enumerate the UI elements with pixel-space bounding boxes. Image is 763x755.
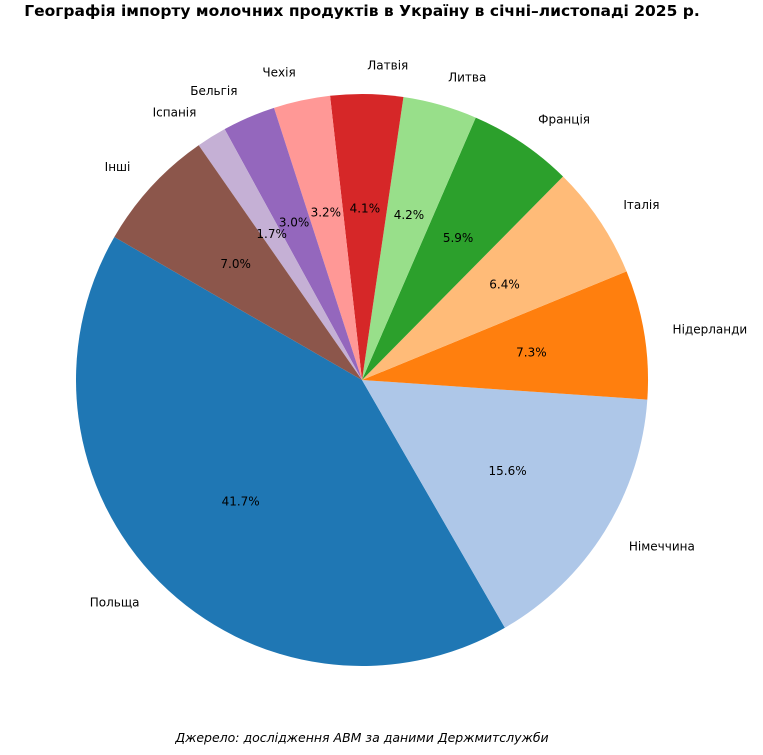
slice-percent-label: 4.1% xyxy=(350,201,381,215)
pie-slice xyxy=(198,129,362,380)
pie-slice xyxy=(362,380,648,628)
pie-slices xyxy=(76,94,649,666)
slice-percent-label: 5.9% xyxy=(443,231,474,245)
slice-percent-label: 6.4% xyxy=(489,277,520,291)
slice-label-іспанія: Іспанія xyxy=(153,106,197,120)
pie-slice xyxy=(273,95,362,380)
source-note: Джерело: дослідження АВМ за даними Держм… xyxy=(174,730,548,745)
slice-percent-label: 7.3% xyxy=(516,346,547,360)
pie-slice xyxy=(114,145,362,380)
slice-percent-label: 7.0% xyxy=(220,257,251,271)
slice-label-італія: Італія xyxy=(623,198,659,212)
pie-slice xyxy=(362,271,649,400)
slice-label-чехія: Чехія xyxy=(262,65,295,79)
slice-label-латвія: Латвія xyxy=(367,58,408,72)
slice-label-німеччина: Німеччина xyxy=(629,540,695,554)
slice-label-нідерланди: Нідерланди xyxy=(673,323,748,337)
slice-label-франція: Франція xyxy=(538,112,590,126)
slice-percent-label: 1.7% xyxy=(256,227,287,241)
slice-percent-label: 4.2% xyxy=(394,208,425,222)
pie-slice xyxy=(362,117,564,380)
pie-slice xyxy=(362,97,476,381)
slice-percent-label: 41.7% xyxy=(222,494,260,508)
chart-title: Географія імпорту молочних продуктів в У… xyxy=(24,2,700,20)
pie-labels: 41.7% Польща 15.6% Німеччина 7.3% Нідерланди 6… xyxy=(90,58,747,609)
slice-label-інші: Інші xyxy=(105,160,131,174)
pie-slice xyxy=(362,176,627,380)
slice-label-бельгія: Бельгія xyxy=(190,84,237,98)
pie-slice xyxy=(330,94,404,381)
pie-slice xyxy=(224,107,362,380)
pie-slice xyxy=(76,237,505,666)
slice-label-польща: Польща xyxy=(90,595,140,609)
slice-percent-label: 3.0% xyxy=(279,215,310,229)
slice-label-литва: Литва xyxy=(448,70,486,84)
slice-percent-label: 3.2% xyxy=(311,205,342,219)
slice-percent-label: 15.6% xyxy=(488,464,526,478)
